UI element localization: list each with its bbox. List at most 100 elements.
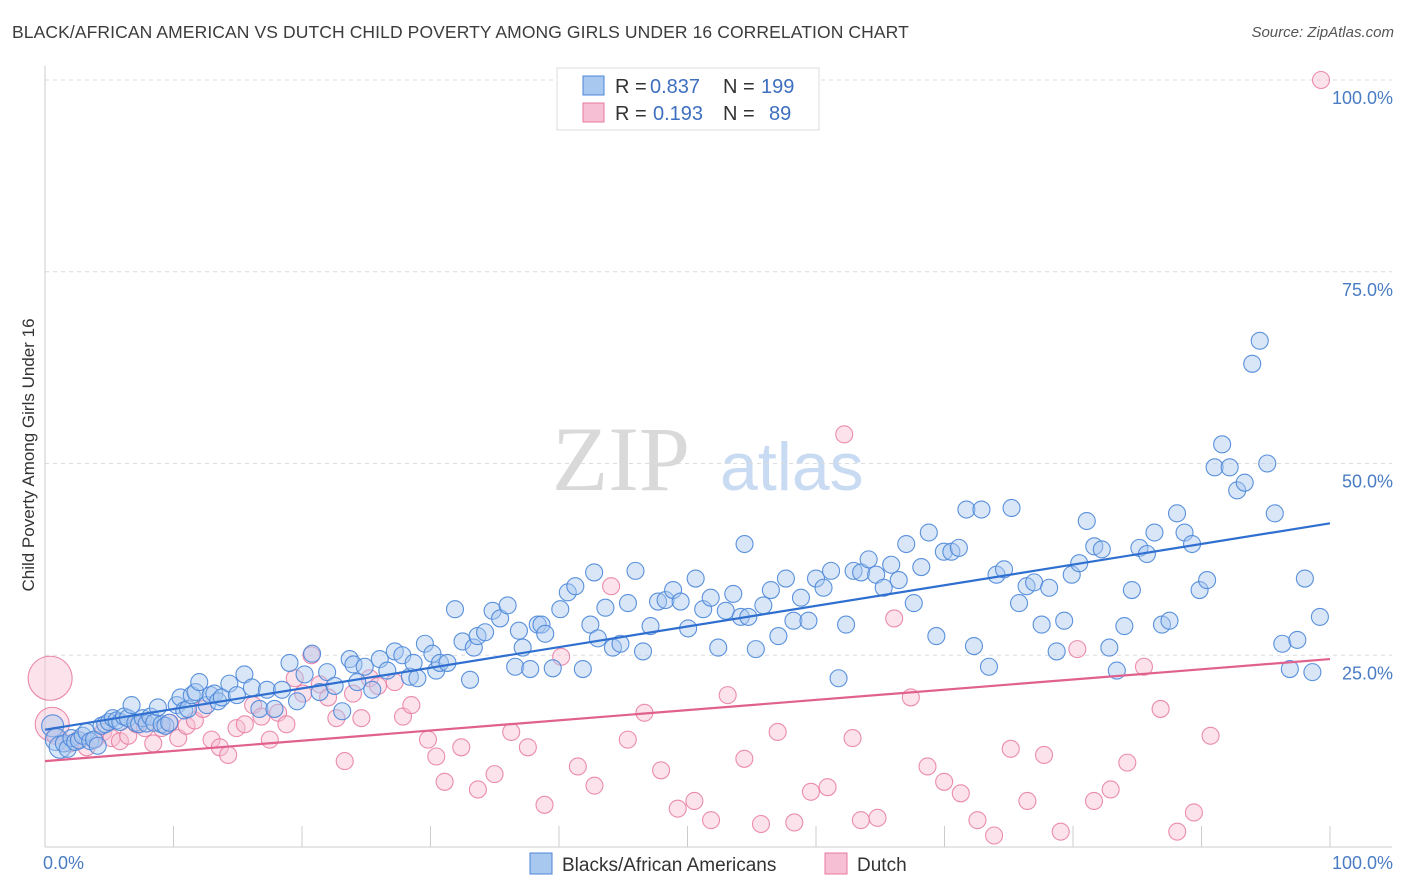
axes: [44, 66, 1392, 848]
black-point: [927, 627, 946, 646]
dutch-point: [851, 811, 870, 830]
black-point: [355, 657, 374, 676]
black-point: [532, 615, 551, 634]
black-point: [1025, 573, 1044, 592]
chart-title: BLACK/AFRICAN AMERICAN VS DUTCH CHILD PO…: [12, 22, 909, 42]
legend-r-label-2: R =: [615, 103, 647, 125]
dutch-point: [1184, 803, 1203, 822]
black-point: [994, 560, 1014, 579]
black-point: [671, 592, 690, 611]
dutch-point: [1101, 780, 1120, 799]
black-point: [1055, 611, 1074, 630]
black-point: [761, 581, 780, 600]
black-point: [1243, 354, 1262, 373]
dutch-point: [427, 747, 446, 766]
black-point: [1190, 581, 1209, 600]
dutch-point: [685, 791, 704, 811]
black-point: [1265, 504, 1284, 523]
dutch-point: [951, 784, 970, 803]
black-point: [837, 615, 856, 634]
black-point: [1220, 458, 1239, 477]
black-point: [1258, 454, 1277, 473]
black-point: [829, 669, 848, 688]
black-point: [1130, 538, 1149, 557]
black-point: [588, 629, 607, 648]
black-point: [506, 657, 525, 676]
black-point: [904, 594, 923, 613]
legend-n-value-2: 89: [769, 103, 791, 125]
black-point: [1213, 435, 1232, 454]
bottom-legend-swatch-blue: [529, 852, 553, 875]
dutch-point: [818, 778, 837, 797]
black-point: [649, 592, 668, 611]
black-point: [1047, 642, 1066, 661]
dutch-point: [885, 609, 904, 628]
dutch-point: [1168, 822, 1187, 841]
black-point: [190, 673, 209, 692]
black-point: [348, 673, 367, 692]
black-point: [287, 692, 307, 711]
dutch-point: [352, 709, 371, 728]
black-point: [250, 699, 269, 718]
dutch-point: [335, 752, 354, 771]
black-point: [464, 638, 483, 657]
dutch-point: [452, 738, 471, 757]
black-point: [709, 638, 728, 657]
dutch-point: [1001, 739, 1020, 758]
y-tick-label: 75.0%: [1342, 280, 1393, 300]
dutch-point: [1034, 745, 1054, 765]
black-point: [160, 713, 179, 732]
black-point: [754, 596, 773, 615]
black-point: [724, 584, 743, 603]
dutch-point: [602, 577, 621, 596]
black-point: [1228, 481, 1247, 500]
black-point: [656, 590, 675, 610]
black-point: [333, 702, 352, 721]
black-point: [611, 634, 630, 653]
black-point: [88, 736, 107, 755]
black-point: [551, 600, 570, 619]
black-point: [641, 617, 660, 636]
legend-swatch-pink: [582, 102, 605, 123]
black-point: [735, 534, 754, 554]
black-point: [769, 627, 788, 646]
dutch-point: [27, 655, 73, 701]
black-point: [814, 578, 833, 597]
black-point: [265, 699, 284, 718]
black-point: [1092, 540, 1111, 559]
dutch-point: [801, 782, 820, 801]
y-tick-label: 100.0%: [1332, 88, 1393, 108]
dutch-point: [918, 757, 937, 776]
black-point: [498, 596, 517, 615]
black-point: [325, 676, 344, 695]
black-point: [776, 569, 795, 588]
black-point: [318, 663, 337, 682]
black-point: [1273, 634, 1292, 653]
black-point: [784, 611, 803, 630]
black-point: [1040, 578, 1059, 597]
black-point: [1310, 607, 1329, 626]
black-point: [543, 659, 562, 678]
black-point: [1145, 523, 1164, 542]
black-point: [799, 611, 818, 630]
dutch-point: [1134, 657, 1153, 676]
dutch-point: [718, 686, 737, 705]
black-point: [1100, 638, 1119, 657]
dutch-point: [1068, 640, 1087, 659]
black-point: [919, 523, 938, 542]
black-point: [1288, 630, 1307, 649]
black-point: [122, 696, 141, 715]
black-point: [701, 588, 720, 607]
black-point: [686, 569, 705, 588]
black-point: [1167, 504, 1187, 523]
black-point: [363, 680, 382, 699]
dutch-point: [502, 722, 521, 742]
dutch-point: [868, 808, 887, 827]
dutch-point: [652, 761, 671, 780]
black-point: [1122, 581, 1141, 600]
dutch-point: [585, 776, 604, 795]
black-point: [476, 623, 495, 642]
bottom-legend-swatch-pink: [824, 852, 848, 875]
trend-lines: [44, 522, 1331, 763]
black-point: [521, 660, 540, 679]
